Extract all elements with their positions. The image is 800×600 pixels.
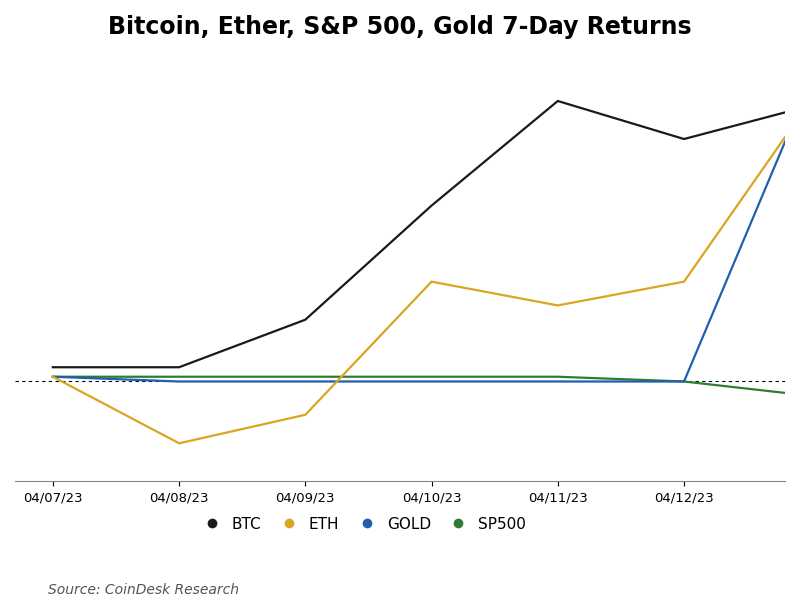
Text: Source: CoinDesk Research: Source: CoinDesk Research [48,583,239,597]
Legend: BTC, ETH, GOLD, SP500: BTC, ETH, GOLD, SP500 [190,511,532,538]
Text: 0.32: 0.32 [0,599,1,600]
Title: Bitcoin, Ether, S&P 500, Gold 7-Day Returns: Bitcoin, Ether, S&P 500, Gold 7-Day Retu… [108,15,692,39]
